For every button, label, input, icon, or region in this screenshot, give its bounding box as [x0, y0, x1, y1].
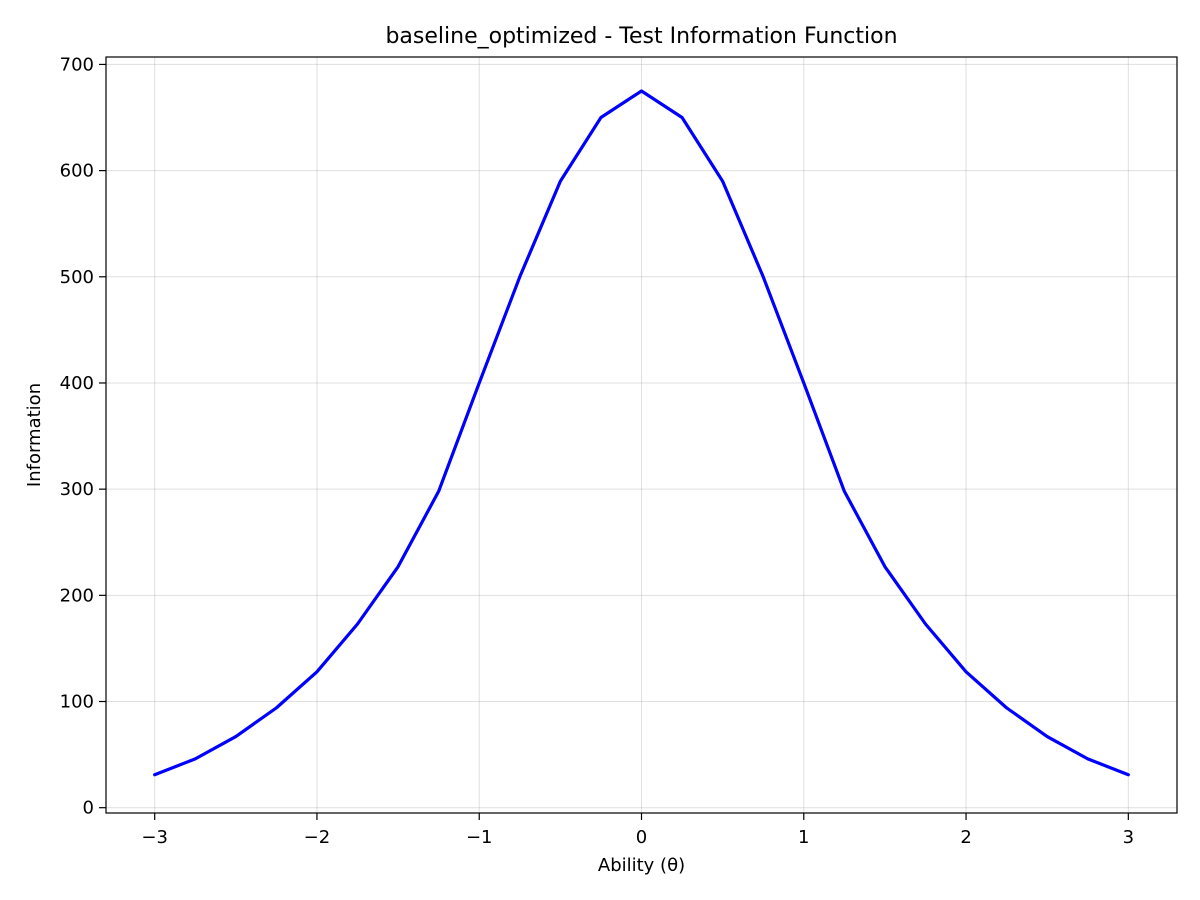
information-curve: [153, 89, 1130, 777]
y-tick-label: 400: [60, 373, 94, 394]
ticks: −3 −2 −1 0 1 2 3 0 100 200 300 400 500 600 700: [60, 54, 1134, 848]
y-tick-label: 300: [60, 479, 94, 500]
x-tick-label: 0: [636, 827, 647, 848]
chart-title: baseline_optimized - Test Information Fu…: [385, 24, 897, 49]
x-tick-label: 3: [1123, 827, 1134, 848]
y-axis-label: Information: [24, 383, 45, 487]
x-tick-label: −1: [466, 827, 493, 848]
x-tick-label: 2: [960, 827, 971, 848]
y-tick-label: 700: [60, 54, 94, 75]
y-tick-label: 200: [60, 585, 94, 606]
y-tick-label: 600: [60, 161, 94, 182]
series-layer: [153, 89, 1130, 777]
y-tick-label: 0: [83, 798, 94, 819]
x-tick-label: −3: [141, 827, 168, 848]
y-tick-label: 500: [60, 267, 94, 288]
y-tick-label: 100: [60, 692, 94, 713]
x-axis-label: Ability (θ): [598, 855, 685, 876]
x-tick-label: −2: [304, 827, 331, 848]
x-tick-label: 1: [798, 827, 809, 848]
